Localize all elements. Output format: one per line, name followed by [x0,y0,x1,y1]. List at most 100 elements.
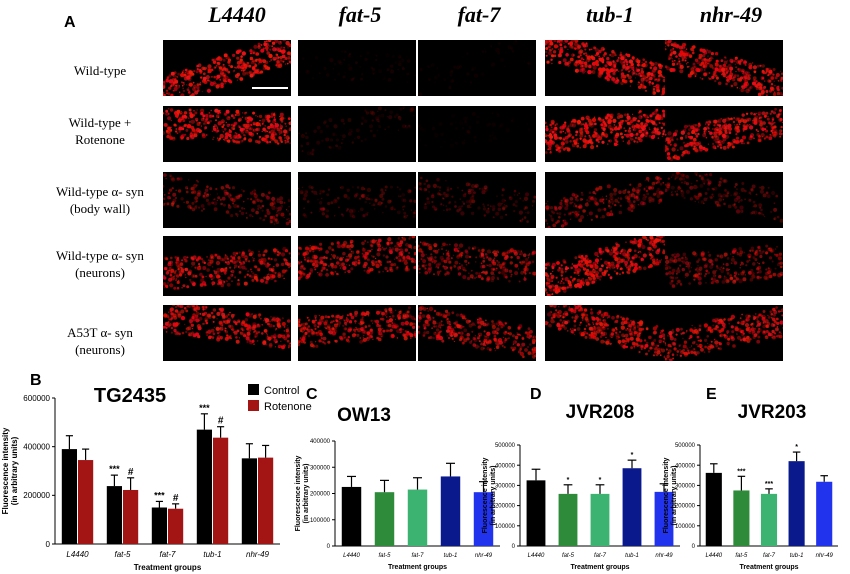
x-tick-label: L4440 [528,553,545,559]
column-header-fat-5: fat-5 [338,2,382,27]
x-axis-label: Treatment groups [134,563,202,572]
chart-title: OW13 [337,405,391,426]
y-tick-label: 500000 [495,443,516,449]
x-tick-label: nhr-49 [816,553,834,559]
significance-marker: *** [737,468,745,475]
fluorescence-image-fat-7-row3 [418,172,536,228]
significance-marker: *** [154,490,165,500]
y-axis-label: Fluorescence intensity(in arbitrary unit… [482,457,497,533]
row-label-line2: (neurons) [75,342,125,357]
y-tick-label: 0 [692,544,696,550]
fluorescence-image-fat-5-row4 [298,236,416,296]
row-label-wild-type-rotenone: Wild-type + Rotenone [30,114,170,148]
x-tick-label: nhr-49 [475,553,493,559]
bar-nhr-49-control [241,458,257,544]
row-label-a53t-neurons: A53T α- syn (neurons) [30,324,170,358]
bar-fat-7 [760,493,778,546]
column-header-l4440: L4440 [208,2,266,27]
bar-fat-5 [733,490,750,546]
fluorescence-image-l4440-row1 [163,40,291,96]
x-tick-label: tub-1 [444,553,458,559]
bar-fat-7-control [151,507,167,544]
bar-tub-1 [440,476,461,546]
x-tick-label: fat-5 [735,553,748,559]
legend-rotenone: Rotenone [248,400,312,413]
chart-title: JVR203 [738,402,807,423]
legend-swatch-rotenone [248,400,259,411]
chart-title: TG2435 [94,385,166,407]
y-tick-label: 400000 [495,463,516,469]
y-tick-label: 100000 [675,524,696,530]
panel-c-letter: C [306,386,318,403]
panel-e-letter: E [706,386,717,403]
x-axis-label: Treatment groups [388,564,447,571]
significance-marker: *** [109,464,120,474]
y-axis-label: Fluorescence intensity(in arbitrary unit… [295,455,310,531]
fluorescence-image-l4440-row3 [163,172,291,228]
row-label-wild-type: Wild-type [30,62,170,79]
fluorescence-image-fat-7-row1 [418,40,536,96]
row-label-line2: (neurons) [75,265,125,280]
legend-control: Control [248,384,299,397]
chart-title: JVR208 [566,402,635,423]
significance-marker: * [795,444,798,451]
fluorescence-image-fat-5-row5 [298,305,416,361]
x-tick-label: tub-1 [203,550,221,559]
y-tick-label: 200000 [675,504,696,510]
x-tick-label: fat-7 [594,553,607,559]
fluorescence-image-l4440-row4 [163,236,291,296]
fluorescence-image-fat-5-row1 [298,40,416,96]
bar-nhr-49 [473,492,494,546]
row-label-line2: Rotenone [75,132,125,147]
y-tick-label: 300000 [495,484,516,490]
significance-marker: *** [199,403,210,413]
bar-tub-1 [622,468,642,546]
fluorescence-image-tub-1-row4 [545,236,665,296]
bar-L4440-control [61,449,77,544]
fluorescence-image-fat-7-row2 [418,106,536,162]
row-label-line1: Wild-type α- syn [56,184,144,199]
bar-fat-7 [407,489,428,546]
fluorescence-image-tub-1-row1 [545,40,665,96]
bar-fat-5-control [106,486,122,544]
significance-marker: * [567,477,570,484]
bar-L4440-rotenone [78,460,94,544]
y-tick-label: 400000 [675,463,696,469]
fluorescence-image-tub-1-row5 [545,305,665,361]
fluorescence-image-l4440-row5 [163,305,291,361]
y-tick-label: 600000 [23,394,50,403]
significance-marker: # [218,416,224,427]
x-tick-label: nhr-49 [246,550,270,559]
y-tick-label: 200000 [495,504,516,510]
x-tick-label: L4440 [705,553,722,559]
y-tick-label: 500000 [675,443,696,449]
x-tick-label: fat-7 [159,550,176,559]
x-tick-label: L4440 [66,550,89,559]
legend-swatch-control [248,384,259,395]
bar-nhr-49-rotenone [258,457,274,544]
row-label-line1: Wild-type + [68,115,132,130]
y-tick-label: 200000 [23,491,50,500]
x-tick-label: L4440 [343,553,360,559]
y-tick-label: 0 [327,544,331,550]
fluorescence-image-nhr-49-row5 [665,305,783,361]
y-axis-label: Fluorescence intensity(in arbitrary unit… [663,457,678,533]
significance-marker: # [173,493,179,504]
column-header-fat-7: fat-7 [457,2,501,27]
fluorescence-image-fat-5-row3 [298,172,416,228]
x-tick-label: fat-5 [378,553,391,559]
column-header-nhr-49: nhr-49 [699,2,763,27]
y-tick-label: 0 [46,540,51,549]
panel-d-letter: D [530,386,542,403]
bar-fat-5-rotenone [123,489,139,544]
fluorescence-image-fat-5-row2 [298,106,416,162]
y-tick-label: 0 [512,544,516,550]
significance-marker: * [631,452,634,459]
bar-fat-7-rotenone [168,508,184,544]
panel-b-letter: B [30,372,42,389]
bar-tub-1-rotenone [213,437,229,544]
y-tick-label: 400000 [310,439,331,445]
x-tick-label: tub-1 [625,553,639,559]
y-tick-label: 400000 [23,442,50,451]
bar-L4440 [341,486,362,546]
